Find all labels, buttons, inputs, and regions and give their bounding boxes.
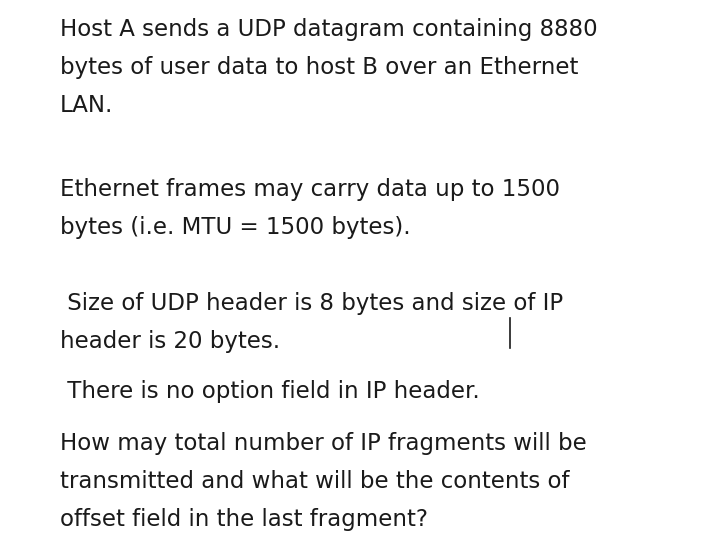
Text: There is no option field in IP header.: There is no option field in IP header. bbox=[60, 380, 480, 403]
Text: Size of UDP header is 8 bytes and size of IP: Size of UDP header is 8 bytes and size o… bbox=[60, 292, 563, 315]
Text: Ethernet frames may carry data up to 1500: Ethernet frames may carry data up to 150… bbox=[60, 178, 560, 201]
Text: header is 20 bytes.: header is 20 bytes. bbox=[60, 330, 280, 353]
Text: LAN.: LAN. bbox=[60, 94, 113, 117]
Text: bytes (i.e. MTU = 1500 bytes).: bytes (i.e. MTU = 1500 bytes). bbox=[60, 216, 411, 239]
Text: Host A sends a UDP datagram containing 8880: Host A sends a UDP datagram containing 8… bbox=[60, 18, 597, 41]
Text: offset field in the last fragment?: offset field in the last fragment? bbox=[60, 508, 428, 531]
Text: transmitted and what will be the contents of: transmitted and what will be the content… bbox=[60, 470, 570, 493]
Text: How may total number of IP fragments will be: How may total number of IP fragments wil… bbox=[60, 432, 587, 455]
Text: bytes of user data to host B over an Ethernet: bytes of user data to host B over an Eth… bbox=[60, 56, 578, 79]
